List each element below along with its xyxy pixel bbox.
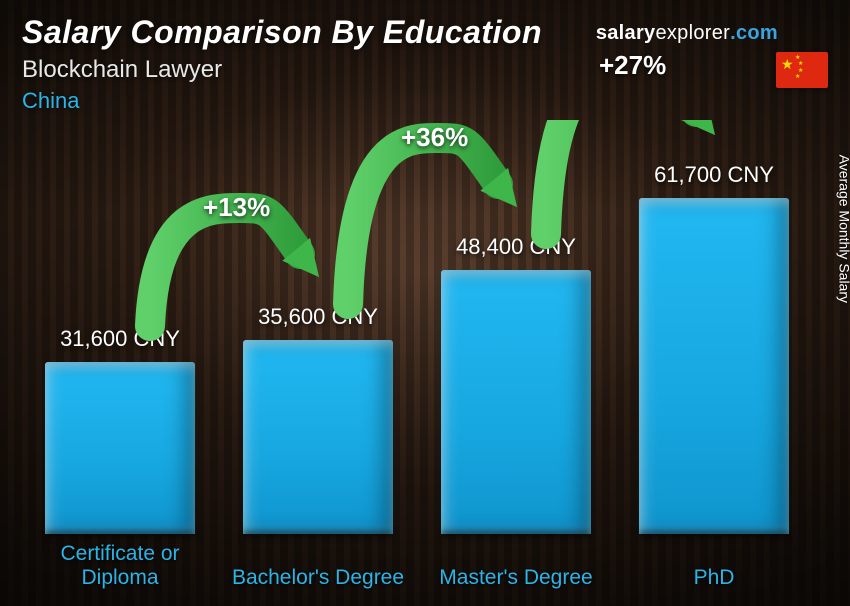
x-label: PhD [619, 566, 809, 590]
x-label: Master's Degree [421, 566, 611, 590]
increase-percent: +13% [203, 192, 270, 223]
bar [45, 362, 195, 534]
bar-value: 48,400 CNY [426, 234, 606, 260]
bar [639, 198, 789, 534]
bar-chart: 31,600 CNY 35,600 CNY 48,400 CNY 61,700 CNY… [25, 120, 805, 590]
brand-part1: salary [596, 22, 656, 44]
bar [243, 340, 393, 534]
chart-subtitle: Blockchain Lawyer [22, 56, 222, 84]
chart-country: China [22, 88, 79, 114]
increase-percent: +36% [401, 122, 468, 153]
increase-percent: +27% [599, 50, 666, 81]
plot-area: 31,600 CNY 35,600 CNY 48,400 CNY 61,700 CNY [25, 120, 805, 534]
brand-part3: .com [730, 22, 778, 44]
x-label: Certificate or Diploma [25, 542, 215, 590]
flag-icon: ★ ★★★★ [776, 52, 828, 88]
brand-part2: explorer [655, 22, 730, 44]
x-label: Bachelor's Degree [223, 566, 413, 590]
infographic-canvas: Salary Comparison By Education Blockchai… [0, 0, 850, 606]
bar-value: 31,600 CNY [30, 326, 210, 352]
brand-label: salaryexplorer.com [596, 22, 778, 45]
chart-title: Salary Comparison By Education [22, 14, 542, 51]
y-axis-label: Average Monthly Salary [836, 155, 850, 303]
bar [441, 270, 591, 534]
bar-value: 61,700 CNY [624, 162, 804, 188]
bar-value: 35,600 CNY [228, 304, 408, 330]
